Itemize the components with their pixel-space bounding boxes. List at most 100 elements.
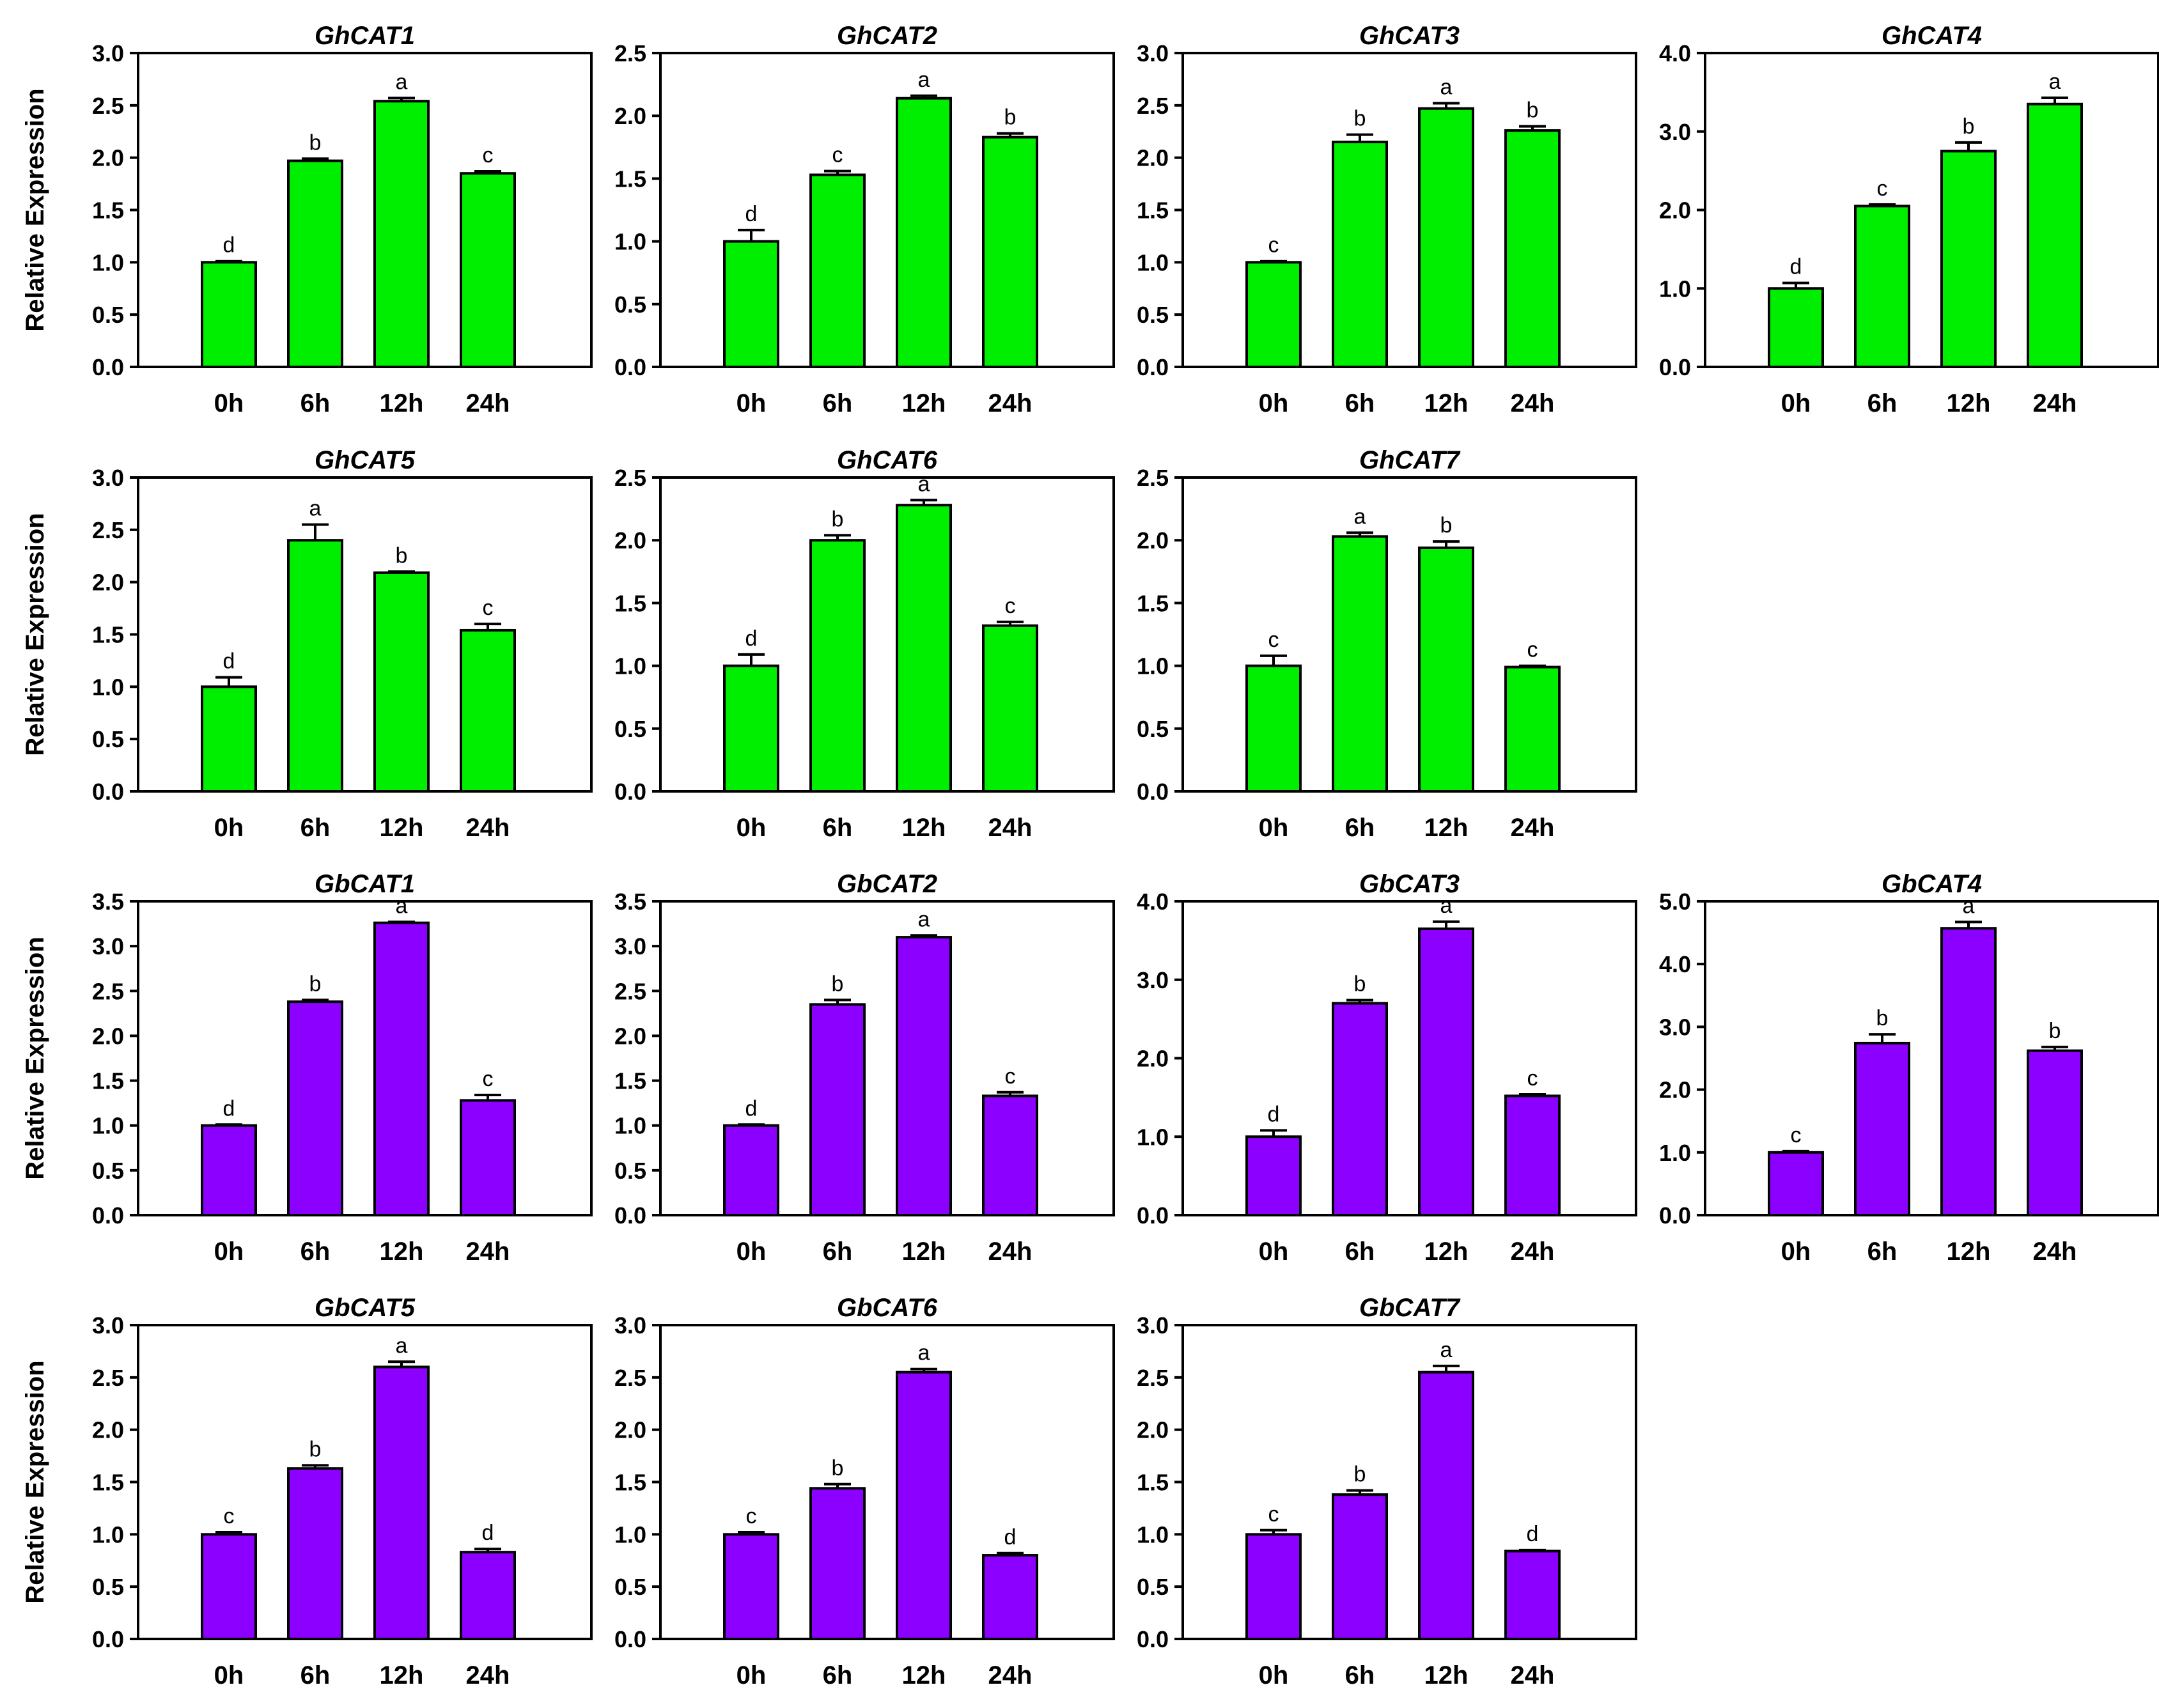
y-tick-label: 4.0 [1659, 951, 1691, 977]
bar [1504, 665, 1561, 793]
y-tick-label: 2.5 [92, 93, 124, 119]
y-tick-label: 2.0 [92, 1023, 124, 1049]
x-tick-label: 24h [466, 1238, 510, 1266]
x-tick-label: 6h [300, 1238, 331, 1266]
x-tick-label: 0h [1259, 1238, 1289, 1266]
chart-gbcat1: GbCAT1 Relative Expression 0.0 0.5 1.0 1.5 2.0… [21, 870, 593, 1266]
x-tick-label: 12h [1947, 389, 1991, 417]
x-tick-label: 24h [1511, 814, 1555, 842]
bar [287, 539, 343, 793]
bar [1332, 141, 1388, 368]
x-tick-label: 6h [300, 1661, 331, 1689]
y-tick-label: 3.0 [92, 933, 124, 959]
chart-title: GhCAT5 [315, 446, 416, 474]
bar [982, 624, 1038, 793]
x-tick-label: 24h [466, 1661, 510, 1689]
x-tick-label: 12h [902, 1238, 946, 1266]
x-tick-label: 12h [380, 1661, 424, 1689]
bar [460, 1551, 516, 1641]
bar [1245, 1533, 1302, 1640]
y-tick-label: 1.0 [92, 674, 124, 700]
y-tick-label: 3.0 [92, 465, 124, 491]
bar [723, 1533, 779, 1640]
significance-label: d [223, 1096, 235, 1121]
bar [982, 136, 1038, 368]
significance-label: a [918, 68, 930, 92]
significance-label: c [1268, 1502, 1279, 1526]
significance-label: a [918, 907, 930, 931]
significance-label: b [309, 972, 322, 996]
bar [809, 539, 866, 793]
significance-label: b [832, 972, 844, 996]
x-tick-label: 0h [737, 1238, 767, 1266]
significance-label: d [1790, 255, 1802, 279]
bar [982, 1554, 1038, 1640]
x-tick-label: 12h [1424, 1661, 1469, 1689]
y-tick-label: 0.0 [1137, 1202, 1169, 1229]
x-tick-label: 12h [1947, 1238, 1991, 1266]
significance-label: c [1877, 176, 1888, 201]
y-tick-label: 0.5 [614, 716, 646, 742]
bar [373, 921, 430, 1216]
bar [1418, 546, 1474, 793]
plot-frame [1181, 1324, 1637, 1640]
y-tick-label: 0.0 [614, 1202, 646, 1229]
y-tick-label: 0.5 [614, 1574, 646, 1600]
bar [1854, 1041, 1910, 1216]
chart-title: GbCAT4 [1882, 870, 1982, 898]
chart-ghcat3: GhCAT3 0.0 0.5 1.0 1.5 2.0 2.5 3.0 c 0h b 6h a 12h b 24… [1137, 22, 1637, 417]
significance-label: c [1268, 628, 1279, 652]
significance-label: a [918, 1341, 930, 1365]
significance-label: b [396, 543, 408, 568]
y-tick-label: 2.5 [614, 40, 646, 66]
y-tick-label: 3.5 [92, 889, 124, 915]
x-tick-label: 12h [1424, 1238, 1469, 1266]
significance-label: a [1354, 504, 1366, 529]
y-tick-label: 1.0 [1137, 249, 1169, 276]
plot-frame [1181, 900, 1637, 1216]
y-tick-label: 1.5 [92, 198, 124, 224]
y-tick-label: 1.0 [1137, 1124, 1169, 1150]
significance-label: c [1268, 233, 1279, 258]
y-tick-label: 0.0 [614, 779, 646, 805]
x-tick-label: 6h [300, 389, 331, 417]
y-tick-label: 0.5 [92, 1574, 124, 1600]
chart-gbcat2: GbCAT2 0.0 0.5 1.0 1.5 2.0 2.5 3.0 3.5 d 0h b 6h a 12h… [614, 870, 1115, 1266]
x-tick-label: 0h [737, 1661, 767, 1689]
bar [201, 685, 257, 793]
x-tick-label: 6h [823, 1661, 853, 1689]
x-tick-label: 12h [380, 814, 424, 842]
y-tick-label: 0.5 [1137, 1574, 1169, 1600]
x-tick-label: 24h [466, 814, 510, 842]
x-tick-label: 6h [300, 814, 331, 842]
y-tick-label: 0.5 [614, 291, 646, 318]
y-tick-label: 1.0 [614, 1521, 646, 1548]
y-tick-label: 3.0 [92, 1312, 124, 1339]
bar [1418, 1370, 1474, 1640]
y-tick-label: 1.5 [1137, 198, 1169, 224]
bar [1504, 129, 1561, 368]
significance-label: d [223, 233, 235, 258]
bar [460, 628, 516, 793]
chart-gbcat4: GbCAT4 0.0 1.0 2.0 3.0 4.0 5.0 c 0h b 6h a 12h b 24h [1659, 870, 2159, 1266]
chart-gbcat7: GbCAT7 0.0 0.5 1.0 1.5 2.0 2.5 3.0 c 0h b 6h a 12h d 24… [1137, 1294, 1637, 1689]
x-tick-label: 12h [902, 1661, 946, 1689]
y-tick-label: 1.0 [614, 1113, 646, 1139]
significance-label: b [1354, 1463, 1366, 1487]
chart-title: GbCAT5 [315, 1294, 416, 1322]
y-tick-label: 2.0 [1137, 145, 1169, 171]
bar [809, 1487, 866, 1641]
bar [1245, 261, 1302, 369]
bar [1332, 1002, 1388, 1216]
bar [896, 936, 952, 1216]
chart-ghcat5: GhCAT5 Relative Expression 0.0 0.5 1.0 1.5 2.0… [21, 446, 593, 842]
significance-label: a [396, 1333, 408, 1358]
chart-title: GhCAT4 [1882, 22, 1982, 50]
chart-gbcat3: GbCAT3 0.0 1.0 2.0 3.0 4.0 d 0h b 6h a 12h c 24h [1137, 870, 1637, 1266]
y-tick-label: 3.0 [1659, 119, 1691, 145]
significance-label: c [483, 596, 494, 620]
y-tick-label: 2.5 [1137, 93, 1169, 119]
y-tick-label: 1.0 [1659, 276, 1691, 302]
significance-label: b [832, 1456, 844, 1480]
x-tick-label: 24h [1511, 1238, 1555, 1266]
